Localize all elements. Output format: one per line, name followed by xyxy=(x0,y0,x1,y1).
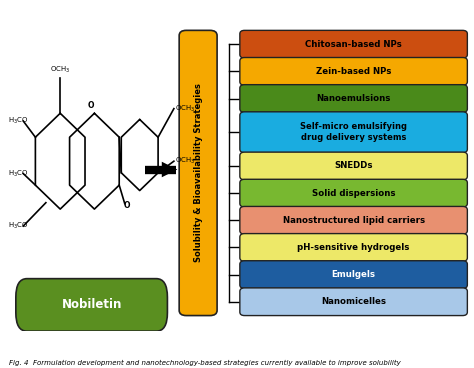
FancyBboxPatch shape xyxy=(240,288,467,316)
FancyBboxPatch shape xyxy=(240,179,467,207)
FancyBboxPatch shape xyxy=(240,85,467,112)
Text: Zein-based NPs: Zein-based NPs xyxy=(316,67,392,76)
Text: H$_3$CO: H$_3$CO xyxy=(9,116,29,126)
Text: Self-micro emulsifying
drug delivery systems: Self-micro emulsifying drug delivery sys… xyxy=(300,122,407,142)
Text: Chitosan-based NPs: Chitosan-based NPs xyxy=(305,40,402,49)
FancyBboxPatch shape xyxy=(240,30,467,58)
FancyBboxPatch shape xyxy=(240,152,467,180)
FancyBboxPatch shape xyxy=(240,57,467,85)
FancyBboxPatch shape xyxy=(240,112,467,153)
Text: OCH$_3$: OCH$_3$ xyxy=(175,156,195,166)
Text: OCH$_3$: OCH$_3$ xyxy=(50,64,71,75)
Text: O: O xyxy=(123,201,130,210)
Text: Nanomicelles: Nanomicelles xyxy=(321,297,386,306)
Text: SNEDDs: SNEDDs xyxy=(334,162,373,170)
Text: Nobiletin: Nobiletin xyxy=(62,298,122,311)
Text: Fig. 4  Formulation development and nanotechnology-based strategies currently av: Fig. 4 Formulation development and nanot… xyxy=(9,360,401,366)
Text: H$_3$CO: H$_3$CO xyxy=(9,169,29,178)
Text: O: O xyxy=(87,101,94,110)
Text: Solubility & Bioavailability Strategies: Solubility & Bioavailability Strategies xyxy=(194,84,202,262)
Text: Solid dispersions: Solid dispersions xyxy=(312,189,395,198)
FancyBboxPatch shape xyxy=(240,234,467,261)
Text: H$_3$CO: H$_3$CO xyxy=(9,221,29,231)
Text: pH-sensitive hydrogels: pH-sensitive hydrogels xyxy=(297,243,410,252)
FancyBboxPatch shape xyxy=(179,30,217,316)
FancyBboxPatch shape xyxy=(240,206,467,234)
FancyBboxPatch shape xyxy=(240,261,467,289)
Text: Emulgels: Emulgels xyxy=(332,270,375,279)
Text: Nanostructured lipid carriers: Nanostructured lipid carriers xyxy=(283,216,425,225)
Text: OCH$_3$: OCH$_3$ xyxy=(175,103,195,114)
FancyBboxPatch shape xyxy=(16,279,167,331)
Text: Nanoemulsions: Nanoemulsions xyxy=(317,94,391,103)
